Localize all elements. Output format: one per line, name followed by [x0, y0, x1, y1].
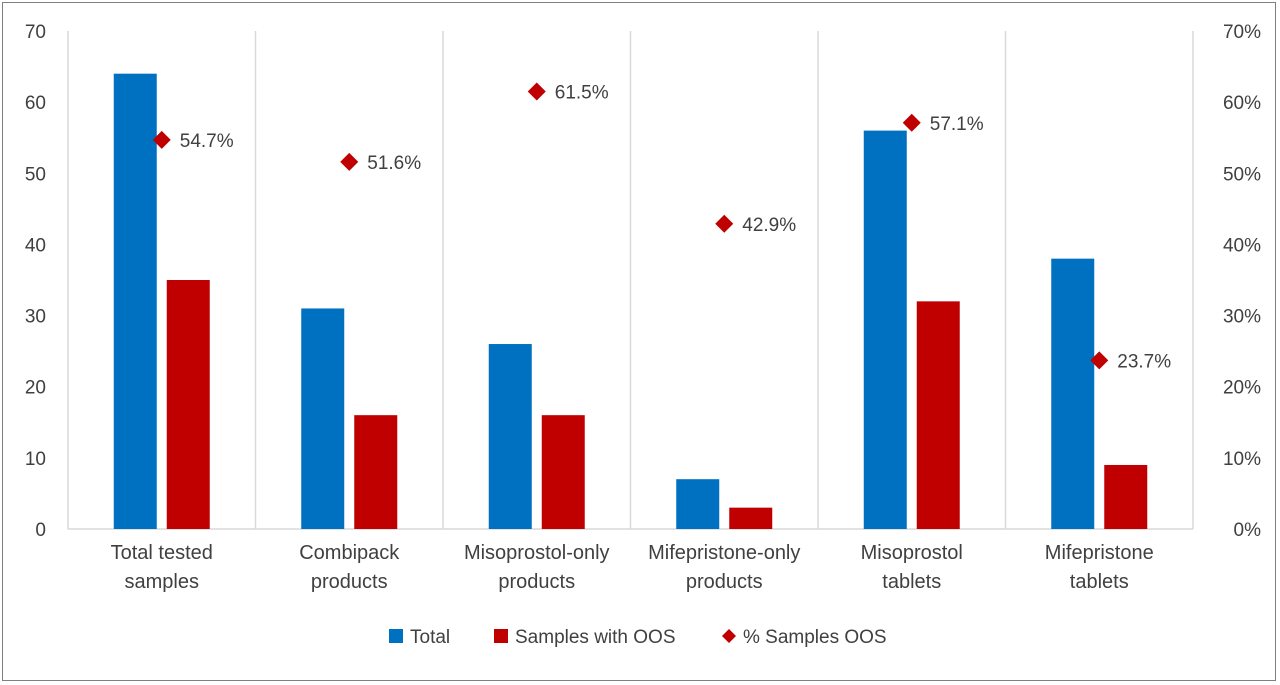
legend-label: Total [410, 627, 450, 648]
y-right-tick-label: 10% [1223, 449, 1261, 470]
category-label: tablets [1070, 571, 1129, 593]
y-left-tick-label: 40 [25, 235, 46, 256]
category-label: Total tested [111, 542, 213, 564]
category-label: Combipack [299, 542, 400, 564]
bar-total [676, 479, 720, 529]
data-label-pct: 54.7% [180, 131, 234, 152]
marker-pct-samples-oos [1090, 351, 1109, 370]
category-label: Misoprostol [861, 542, 963, 564]
marker-pct-samples-oos [340, 152, 359, 171]
bar-samples-with-oos [166, 280, 210, 529]
y-right-tick-label: 30% [1223, 307, 1261, 328]
marker-pct-samples-oos [152, 130, 171, 149]
bar-total [301, 308, 345, 529]
y-left-tick-label: 30 [25, 307, 46, 328]
category-label: Mifepristone [1045, 542, 1154, 564]
bar-total [113, 73, 157, 529]
data-label-pct: 23.7% [1117, 351, 1171, 372]
y-left-tick-label: 50 [25, 164, 46, 185]
bar-total [1051, 258, 1095, 529]
bar-samples-with-oos [1104, 464, 1148, 529]
category-label: products [498, 571, 575, 593]
marker-pct-samples-oos [527, 82, 546, 101]
legend-label: % Samples OOS [743, 627, 887, 648]
category-label: products [311, 571, 388, 593]
y-right-tick-label: 40% [1223, 235, 1261, 256]
category-label: tablets [882, 571, 941, 593]
marker-pct-samples-oos [902, 113, 921, 132]
category-label: Mifepristone-only [648, 542, 800, 564]
bar-total [863, 130, 907, 529]
data-label-pct: 51.6% [367, 153, 421, 174]
bar-samples-with-oos [729, 507, 773, 529]
y-right-tick-label: 20% [1223, 378, 1261, 399]
y-left-tick-label: 60 [25, 93, 46, 114]
y-left-tick-label: 0 [35, 520, 46, 541]
bar-total [488, 344, 532, 529]
data-label-pct: 61.5% [555, 82, 609, 103]
y-left-tick-label: 70 [25, 22, 46, 43]
y-right-tick-label: 0% [1234, 520, 1262, 541]
data-label-pct: 57.1% [930, 114, 984, 135]
category-label: products [686, 571, 763, 593]
bar-samples-with-oos [541, 415, 585, 529]
data-label-pct: 42.9% [742, 215, 796, 236]
y-left-tick-label: 20 [25, 378, 46, 399]
marker-pct-samples-oos [715, 214, 734, 233]
y-right-tick-label: 60% [1223, 93, 1261, 114]
y-right-tick-label: 50% [1223, 164, 1261, 185]
legend-swatch [389, 629, 403, 643]
category-label: samples [125, 571, 199, 593]
legend-swatch [494, 629, 508, 643]
y-right-tick-label: 70% [1223, 22, 1261, 43]
y-left-tick-label: 10 [25, 449, 46, 470]
legend-swatch-diamond [722, 629, 736, 643]
category-label: Misoprostol-only [464, 542, 610, 564]
legend-label: Samples with OOS [515, 627, 676, 648]
bar-samples-with-oos [916, 301, 960, 529]
bar-samples-with-oos [354, 415, 398, 529]
